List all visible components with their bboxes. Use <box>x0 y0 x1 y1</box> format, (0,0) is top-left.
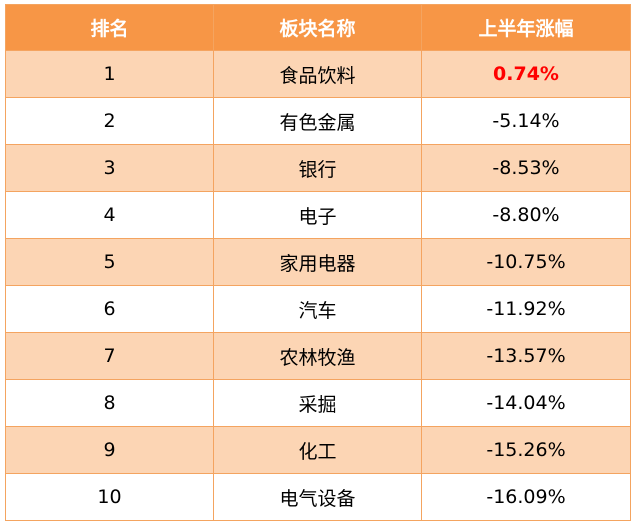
change-cell: -15.26% <box>421 426 631 474</box>
sector-cell: 家用电器 <box>213 238 422 286</box>
change-cell: -13.57% <box>421 332 631 380</box>
rank-cell: 10 <box>5 473 214 521</box>
sector-cell: 采掘 <box>213 379 422 427</box>
sector-cell: 有色金属 <box>213 97 422 145</box>
sector-cell: 电气设备 <box>213 473 422 521</box>
sector-cell: 电子 <box>213 191 422 239</box>
rank-cell: 8 <box>5 379 214 427</box>
rank-cell: 2 <box>5 97 214 145</box>
change-cell: 0.74% <box>421 50 631 98</box>
sector-ranking-table: 排名 板块名称 上半年涨幅 1 食品饮料 0.74% 2 有色金属 -5.14%… <box>5 4 631 521</box>
sector-cell: 食品饮料 <box>213 50 422 98</box>
sector-cell: 银行 <box>213 144 422 192</box>
change-cell: -5.14% <box>421 97 631 145</box>
rank-cell: 6 <box>5 285 214 333</box>
table-row: 4 电子 -8.80% <box>5 191 631 239</box>
header-row: 排名 板块名称 上半年涨幅 <box>5 4 631 51</box>
sector-ranking-table-container: 排名 板块名称 上半年涨幅 1 食品饮料 0.74% 2 有色金属 -5.14%… <box>5 4 631 521</box>
rank-cell: 5 <box>5 238 214 286</box>
table-row: 9 化工 -15.26% <box>5 426 631 474</box>
sector-cell: 汽车 <box>213 285 422 333</box>
table-row: 10 电气设备 -16.09% <box>5 473 631 521</box>
change-cell: -11.92% <box>421 285 631 333</box>
sector-cell: 化工 <box>213 426 422 474</box>
header-rank: 排名 <box>5 4 214 51</box>
table-row: 3 银行 -8.53% <box>5 144 631 192</box>
table-row: 1 食品饮料 0.74% <box>5 50 631 98</box>
sector-cell: 农林牧渔 <box>213 332 422 380</box>
rank-cell: 9 <box>5 426 214 474</box>
table-row: 8 采掘 -14.04% <box>5 379 631 427</box>
table-row: 7 农林牧渔 -13.57% <box>5 332 631 380</box>
header-half-year-change: 上半年涨幅 <box>421 4 631 51</box>
rank-cell: 1 <box>5 50 214 98</box>
change-cell: -10.75% <box>421 238 631 286</box>
change-cell: -14.04% <box>421 379 631 427</box>
table-row: 6 汽车 -11.92% <box>5 285 631 333</box>
rank-cell: 7 <box>5 332 214 380</box>
table-row: 2 有色金属 -5.14% <box>5 97 631 145</box>
table-row: 5 家用电器 -10.75% <box>5 238 631 286</box>
rank-cell: 3 <box>5 144 214 192</box>
change-cell: -8.53% <box>421 144 631 192</box>
header-sector-name: 板块名称 <box>213 4 422 51</box>
change-cell: -8.80% <box>421 191 631 239</box>
change-cell: -16.09% <box>421 473 631 521</box>
rank-cell: 4 <box>5 191 214 239</box>
